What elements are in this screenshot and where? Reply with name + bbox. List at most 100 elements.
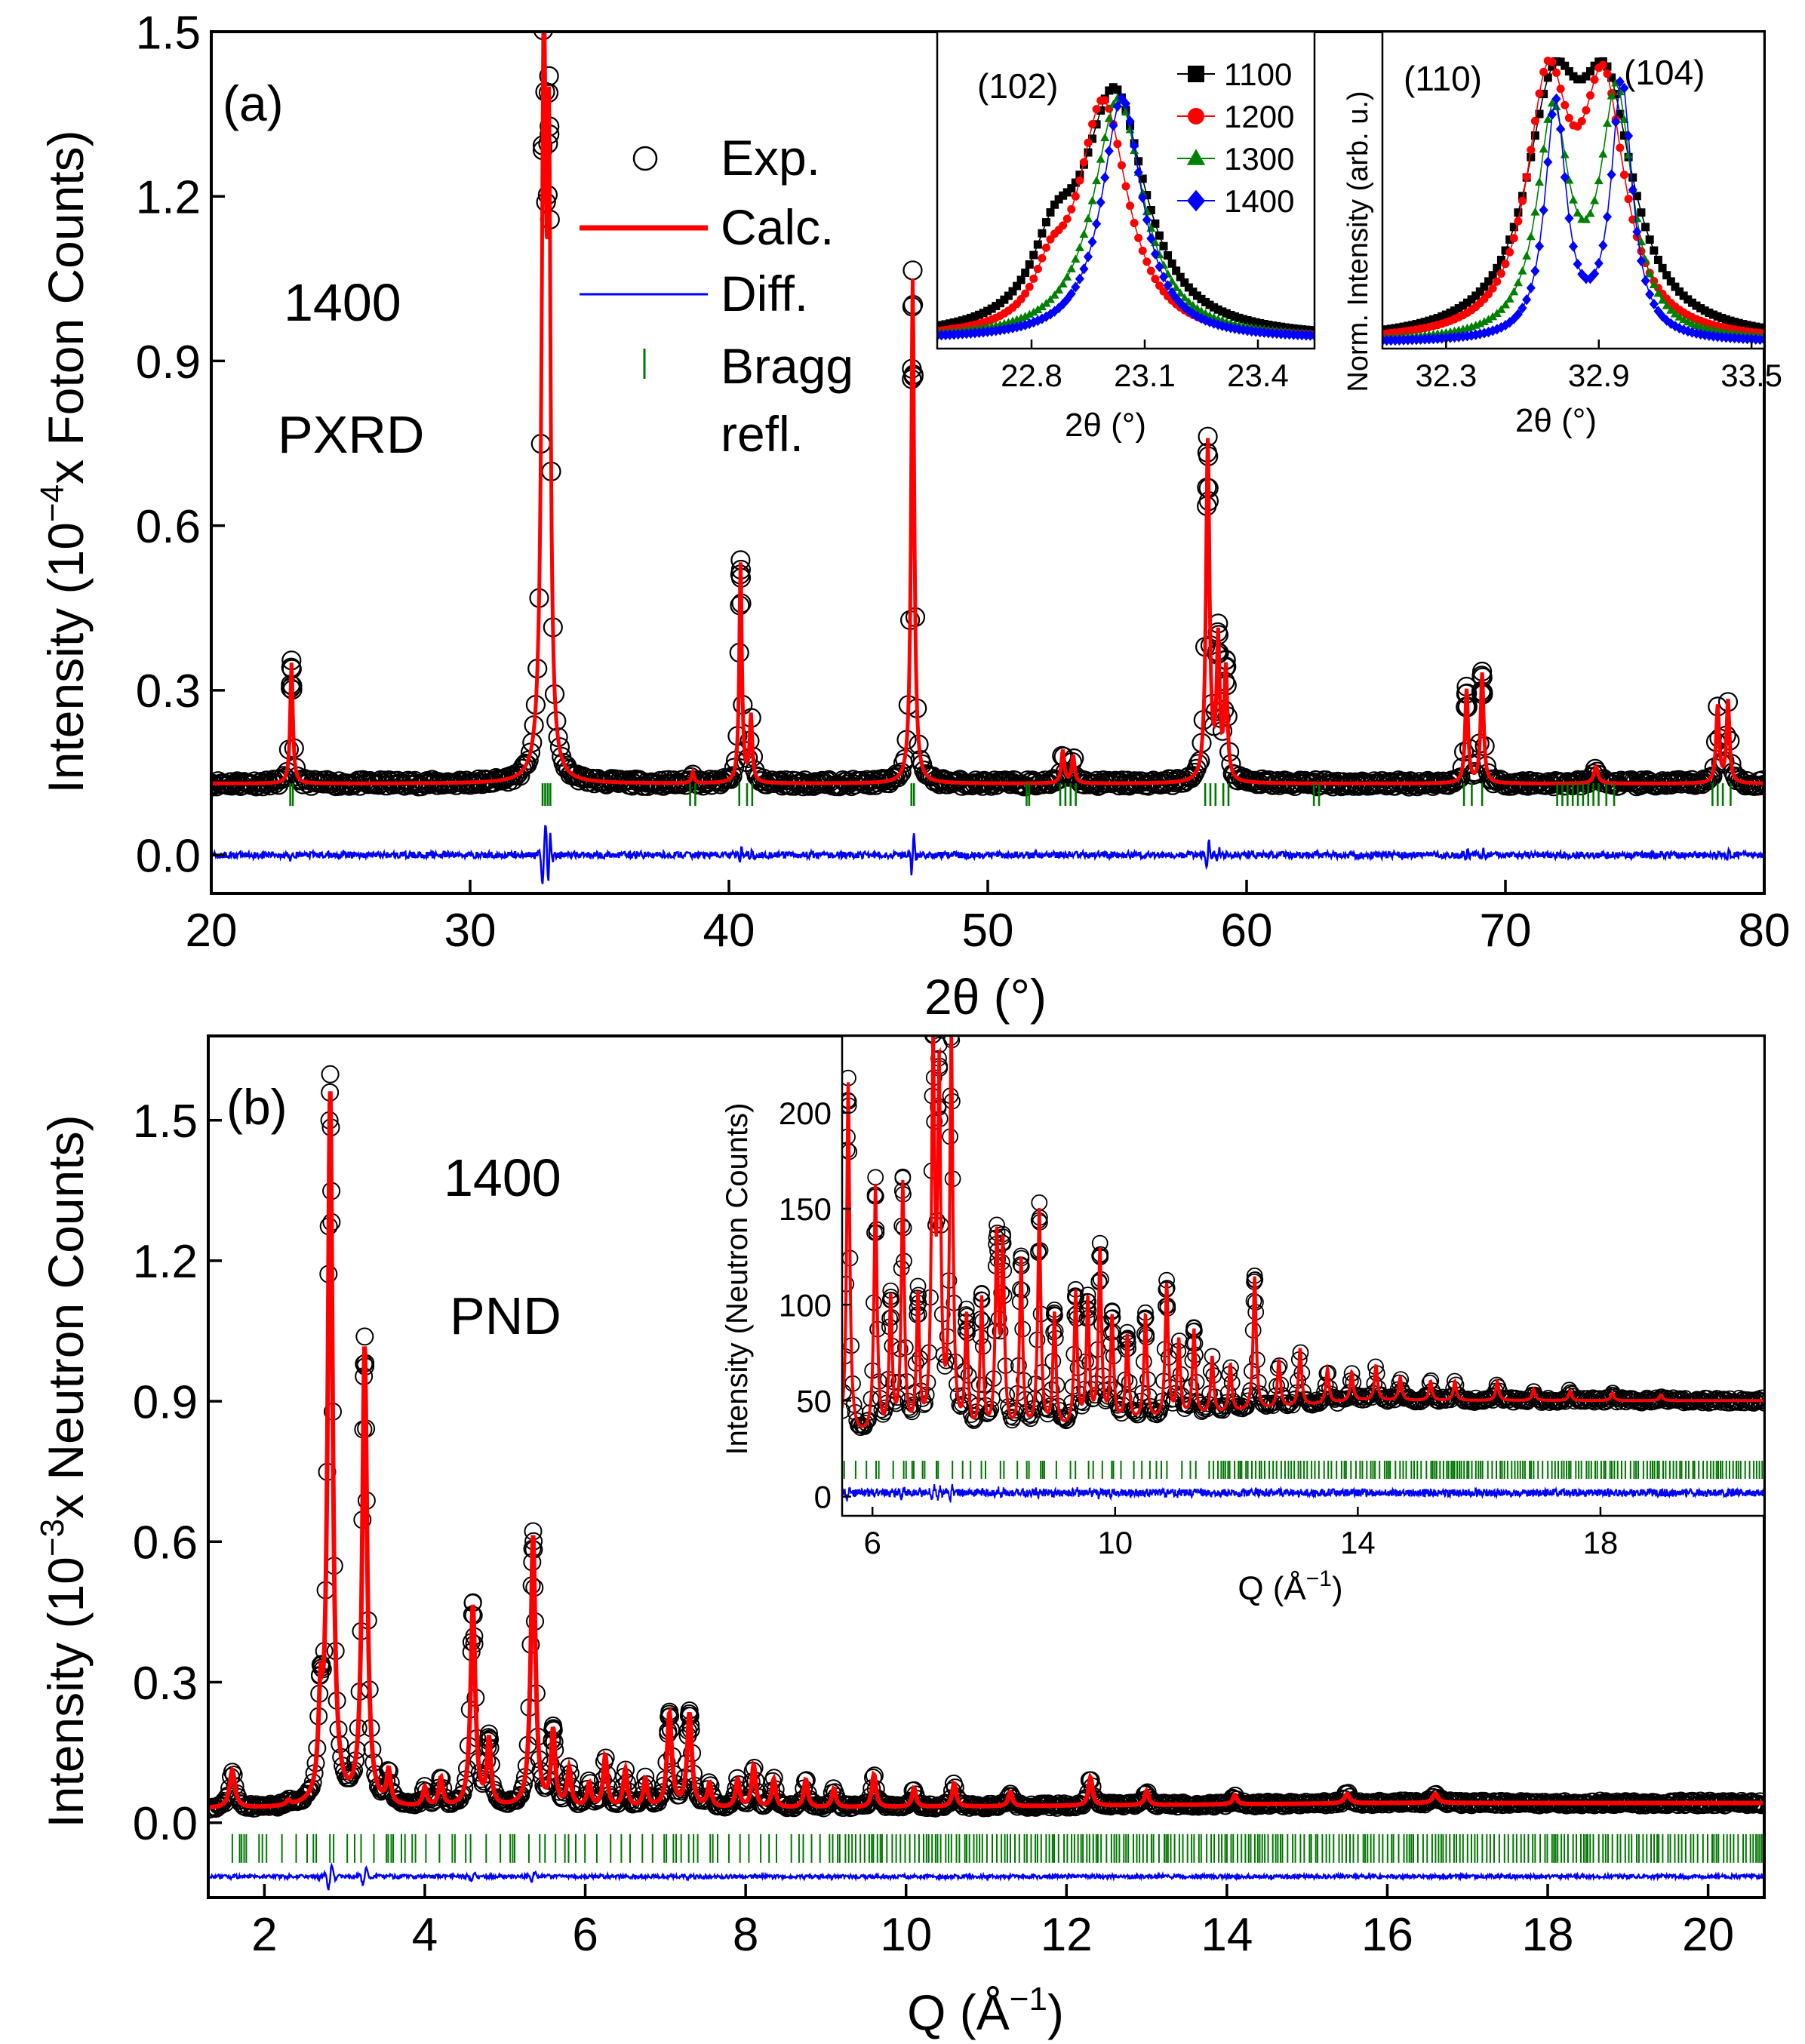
triangle-marker (1573, 208, 1582, 217)
circle-marker (1088, 120, 1097, 129)
exp-data-point (965, 1412, 982, 1429)
circle-marker (1126, 201, 1135, 211)
diamond-marker (1670, 321, 1680, 332)
square-marker (1151, 219, 1160, 228)
x-tick-label: 80 (1739, 905, 1791, 957)
square-marker (1210, 303, 1219, 312)
square-marker (1552, 57, 1561, 66)
square-marker (1054, 195, 1063, 204)
triangle-marker (1033, 305, 1043, 313)
circle-marker (1488, 284, 1497, 293)
inset-110-annotation: (110) (1404, 59, 1482, 98)
square-marker (1467, 295, 1476, 304)
triangle-marker (1050, 290, 1059, 299)
square-marker (1438, 312, 1447, 321)
square-marker (1543, 73, 1552, 82)
x-tick-label: 14 (1201, 1909, 1253, 1961)
panel-a-axes: 20 30 40 50 60 70 80 0.0 0.3 0.6 0.9 1.2 1.5 (136, 7, 1791, 957)
diamond-marker (1534, 241, 1545, 252)
square-marker (1700, 306, 1709, 315)
square-marker (1607, 73, 1616, 82)
circle-marker (1084, 138, 1093, 147)
diamond-marker (1564, 213, 1574, 224)
triangle-marker (1071, 254, 1081, 263)
triangle-marker (1025, 309, 1035, 318)
diamond-marker (1556, 123, 1566, 135)
circle-marker (1564, 113, 1573, 122)
circle-marker (1514, 217, 1523, 226)
x-tick-label: 10 (880, 1909, 932, 1961)
inset-104-annotation: (104) (1624, 53, 1705, 92)
square-marker (1021, 269, 1030, 278)
square-marker (1717, 313, 1727, 322)
square-marker (1243, 316, 1252, 325)
diamond-marker (1025, 318, 1035, 330)
triangle-marker (1585, 208, 1595, 217)
diamond-marker (1104, 146, 1114, 157)
square-marker (1084, 148, 1093, 157)
square-marker (1582, 72, 1591, 81)
panel-b-ylabel: Intensity (10−3x Neutron Counts) (34, 1114, 94, 1827)
square-marker (1713, 312, 1722, 321)
square-marker (979, 309, 988, 318)
square-marker (995, 299, 1004, 308)
square-marker (1577, 75, 1586, 84)
square-marker (1734, 318, 1743, 327)
y-tick-label: 0.9 (133, 1376, 198, 1428)
diff-line (211, 825, 1764, 884)
exp-data-point (902, 260, 923, 281)
exp-data-point (539, 66, 559, 86)
square-marker (1059, 191, 1068, 200)
square-marker (1679, 291, 1688, 300)
square-marker (949, 318, 958, 327)
panel-a-label: (a) (223, 75, 284, 131)
inset-110-104-axes: 32.3 32.9 33.5 (1415, 340, 1782, 393)
panel-a-sample-label: 1400 (284, 273, 401, 332)
square-marker (1518, 192, 1527, 201)
exp-data-point (301, 1781, 319, 1800)
square-marker (937, 321, 946, 330)
exp-data-point (387, 770, 408, 791)
triangle-marker (1581, 214, 1591, 223)
square-marker (1496, 256, 1505, 265)
exp-data-point (1464, 761, 1484, 782)
inset-legend-label: 1300 (1224, 141, 1294, 177)
square-marker (1075, 171, 1084, 180)
square-marker (1603, 62, 1612, 71)
exp-data-point (722, 766, 743, 786)
panel-a-method-label: PXRD (278, 405, 424, 464)
triangle-marker (1530, 207, 1540, 216)
y-tick-label: 0.0 (133, 1798, 198, 1850)
exp-data-point (342, 1766, 361, 1784)
triangle-marker (1539, 144, 1548, 153)
square-marker (1433, 313, 1442, 322)
square-marker (1062, 188, 1072, 197)
x-tick-label: 70 (1480, 905, 1532, 957)
square-marker (1071, 178, 1080, 187)
triangle-marker (1645, 269, 1655, 278)
circle-marker (1033, 264, 1042, 273)
diamond-marker (1186, 189, 1206, 212)
y-tick-label: 0 (814, 1480, 832, 1515)
diamond-marker (1121, 98, 1131, 109)
square-marker (1573, 75, 1582, 84)
square-marker (1692, 301, 1701, 310)
square-marker (1653, 256, 1662, 265)
exp-data-point (718, 768, 740, 788)
y-tick-label: 1.5 (136, 7, 201, 59)
square-marker (1705, 309, 1714, 318)
inset-102-plot-area (937, 83, 1315, 342)
x-tick-label: 6 (864, 1525, 881, 1560)
square-marker (1446, 309, 1455, 318)
square-marker (1484, 277, 1493, 286)
square-marker (1008, 287, 1017, 296)
diamond-marker (1628, 184, 1637, 195)
exp-data-point (355, 1327, 374, 1346)
circle-marker (1522, 173, 1531, 182)
square-marker (1092, 120, 1101, 129)
exp-data-point (721, 769, 741, 789)
x-tick-label: 60 (1221, 905, 1273, 957)
triangle-marker (1598, 149, 1608, 158)
square-marker (946, 319, 955, 328)
diamond-marker (1517, 303, 1527, 314)
